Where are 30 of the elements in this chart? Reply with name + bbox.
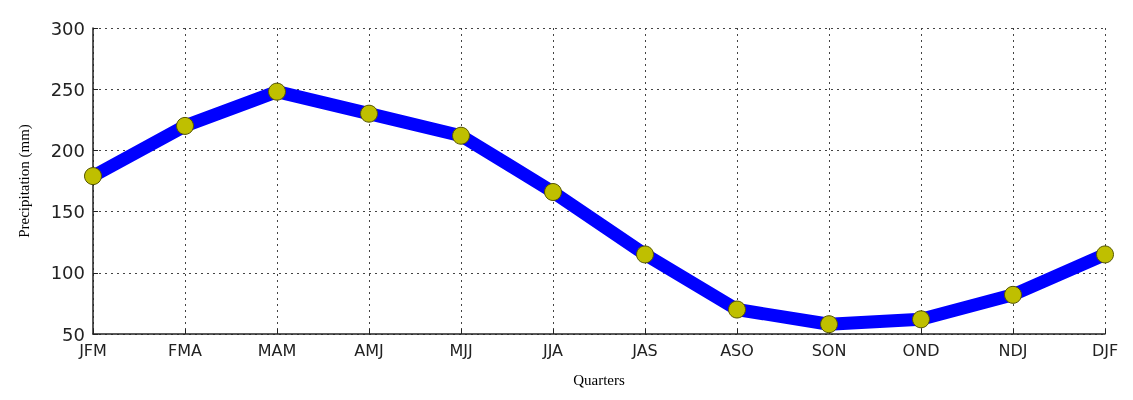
y-tick-label: 150 (50, 201, 85, 223)
x-tick-label: FMA (168, 340, 203, 360)
x-tick-label: SON (811, 340, 847, 360)
point (84, 167, 102, 186)
point (636, 245, 654, 264)
x-tick-label: JAS (631, 340, 658, 360)
point (360, 104, 378, 123)
y-tick-label: 250 (50, 78, 85, 100)
point (820, 315, 838, 334)
point (268, 82, 286, 101)
x-tick-label: ASO (720, 340, 754, 360)
point (912, 310, 930, 329)
point (1096, 245, 1114, 264)
x-tick-label: MJJ (449, 340, 473, 360)
point (1004, 285, 1022, 304)
x-tick-label: DJF (1091, 340, 1119, 360)
x-axis-title: Quarters (573, 371, 625, 388)
point (452, 126, 470, 145)
y-axis-title: Precipitation (mm) (15, 124, 33, 238)
point (544, 183, 562, 202)
point (728, 300, 746, 319)
y-tick-label: 300 (50, 17, 85, 39)
x-tick-label: NDJ (998, 340, 1028, 360)
x-tick-label: AMJ (354, 340, 384, 360)
point (176, 116, 194, 135)
x-tick-label: JJA (541, 340, 564, 360)
x-tick-label: MAM (257, 340, 297, 360)
y-tick-label: 100 (50, 262, 85, 284)
y-tick-label: 200 (50, 139, 85, 161)
x-tick-label: OND (902, 340, 940, 360)
